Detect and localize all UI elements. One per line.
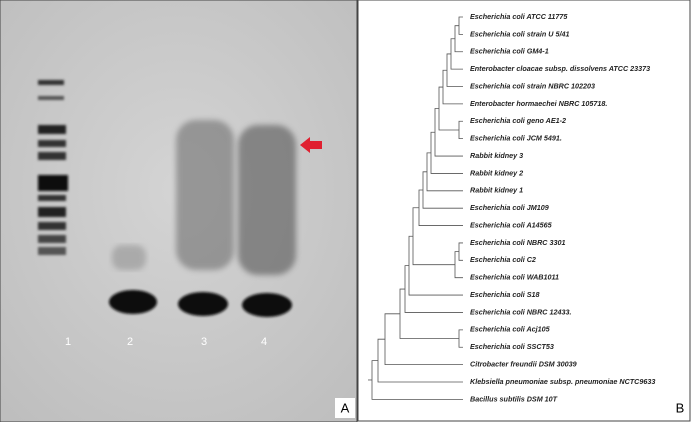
arrow [300,137,322,153]
leaf-label: Escherichia coli GM4-1 [470,47,549,56]
gel-panel: 1 2 3 4 A [0,0,358,422]
leaf-label: Escherichia coli strain U 5/41 [470,29,569,38]
leaf-label: Escherichia coli SSCT53 [470,342,554,351]
label-box [335,398,355,418]
tree-panel: B Escherichia coli ATCC 11775 Escherichia… [357,0,691,422]
leaf-label: Enterobacter hormaechei NBRC 105718. [470,99,607,108]
lane-label: 4 [261,336,267,348]
leaf-label: Escherichia coli WAB1011 [470,273,559,282]
faint-band [112,245,146,270]
leaf-label: Escherichia coli ATCC 11775 [470,12,568,21]
leaf-label: Citrobacter freundii DSM 30039 [470,360,577,369]
panel-label: B [676,400,685,415]
smear [176,120,234,270]
leaf-label: Escherichia coli Acj105 [470,325,551,334]
gel-frame [0,0,358,422]
leaf-label: Enterobacter cloacae subsp. dissolvens A… [470,64,650,73]
leaf-label: Escherichia coli strain NBRC 102203 [470,81,595,90]
lane-label: 1 [65,336,71,348]
lane-label: 2 [127,336,133,348]
leaf-label: Bacillus subtilis DSM 10T [470,394,558,403]
band [242,293,292,317]
leaf-label: Escherichia coli NBRC 12433. [470,307,571,316]
leaf-label: Escherichia coli S18 [470,290,540,299]
ladder-bands [38,80,68,255]
leaf-label: Escherichia coli C2 [470,255,536,264]
panel-label: A [341,400,350,415]
leaf-label: Escherichia coli JCM 5491. [470,134,562,143]
leaf-label: Escherichia coli geno AE1-2 [470,116,566,125]
leaf-label: Rabbit kidney 3 [470,151,523,160]
leaf-label: Klebsiella pneumoniae subsp. pneumoniae … [470,377,655,386]
leaf-label: Rabbit kidney 2 [470,168,523,177]
leaf-label: Escherichia coli NBRC 3301 [470,238,565,247]
band [109,290,157,314]
leaf-label: Rabbit kidney 1 [470,186,523,195]
lane-label: 3 [201,336,207,348]
smear [238,125,296,275]
leaf-label: Escherichia coli JM109 [470,203,549,212]
band [178,292,228,316]
leaf-label: Escherichia coli A14565 [470,220,553,229]
